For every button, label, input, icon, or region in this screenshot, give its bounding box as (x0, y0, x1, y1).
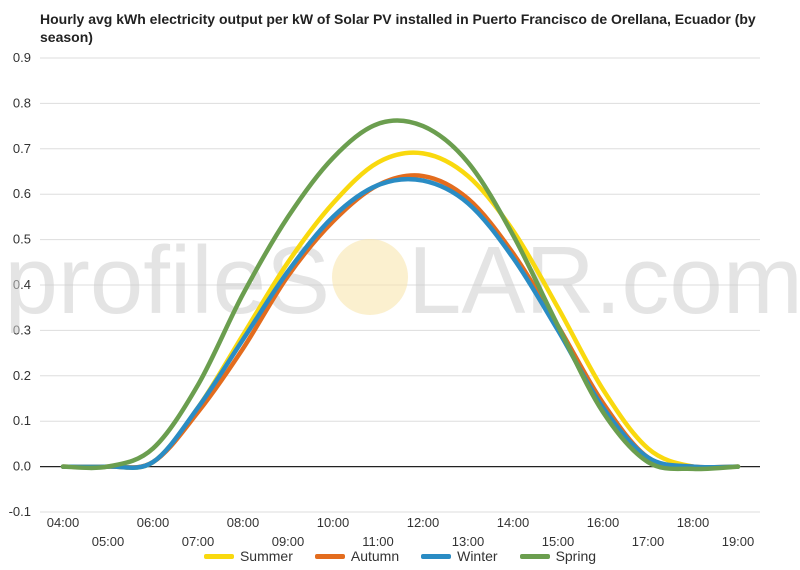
series-lines (60, 118, 741, 472)
x-tick-label: 06:00 (137, 515, 170, 530)
legend-item-winter: Winter (421, 548, 498, 564)
grid-lines (40, 57, 760, 513)
x-tick-label: 14:00 (497, 515, 530, 530)
legend-item-summer: Summer (203, 548, 293, 564)
legend-label-summer: Summer (239, 548, 293, 564)
legend: Summer Autumn Winter Spring (0, 548, 800, 564)
legend-swatch-summer (203, 553, 234, 559)
y-tick-label: 0.6 (13, 186, 31, 201)
x-tick-label: 17:00 (632, 534, 665, 549)
x-tick-label: 05:00 (92, 534, 125, 549)
x-tick-label: 07:00 (182, 534, 215, 549)
x-tick-label: 08:00 (227, 515, 260, 530)
series-line-spring (60, 118, 741, 472)
watermark: profileS LAR.com (5, 227, 800, 334)
legend-label-spring: Spring (555, 548, 597, 564)
y-tick-label: 0.9 (13, 50, 31, 65)
x-tick-label: 10:00 (317, 515, 350, 530)
legend-label-winter: Winter (457, 548, 498, 564)
series-line-winter (60, 176, 741, 470)
y-tick-label: 0.5 (13, 232, 31, 247)
y-axis-labels: -0.1 0.0 0.1 0.2 0.3 0.4 0.5 0.6 0.7 0.8 0.9 (9, 50, 31, 519)
watermark-sun-icon (332, 239, 408, 315)
y-tick-label: 0.4 (13, 277, 31, 292)
legend-label-autumn: Autumn (350, 548, 400, 564)
y-tick-label: 0.0 (13, 459, 31, 474)
x-tick-label: 16:00 (587, 515, 620, 530)
y-tick-label: 0.3 (13, 322, 31, 337)
legend-swatch-winter (421, 553, 452, 559)
x-axis-labels: 04:00 05:00 06:00 07:00 08:00 09:00 10:00 11:00… (47, 515, 755, 549)
y-tick-label: 0.2 (13, 368, 31, 383)
x-tick-label: 15:00 (542, 534, 575, 549)
x-tick-label: 12:00 (407, 515, 440, 530)
x-tick-label: 13:00 (452, 534, 485, 549)
y-tick-label: 0.7 (13, 141, 31, 156)
x-tick-label: 19:00 (722, 534, 755, 549)
legend-item-spring: Spring (519, 548, 597, 564)
chart-title: Hourly avg kWh electricity output per kW… (40, 11, 756, 45)
y-tick-label: 0.1 (13, 413, 31, 428)
x-tick-label: 11:00 (362, 534, 394, 549)
x-tick-label: 04:00 (47, 515, 80, 530)
legend-swatch-spring (519, 553, 550, 559)
x-tick-label: 18:00 (677, 515, 710, 530)
y-tick-label: -0.1 (9, 504, 31, 519)
legend-swatch-autumn (314, 553, 345, 559)
x-tick-label: 09:00 (272, 534, 305, 549)
legend-item-autumn: Autumn (314, 548, 400, 564)
watermark-text-right: LAR.com (408, 227, 800, 334)
y-tick-label: 0.8 (13, 95, 31, 110)
